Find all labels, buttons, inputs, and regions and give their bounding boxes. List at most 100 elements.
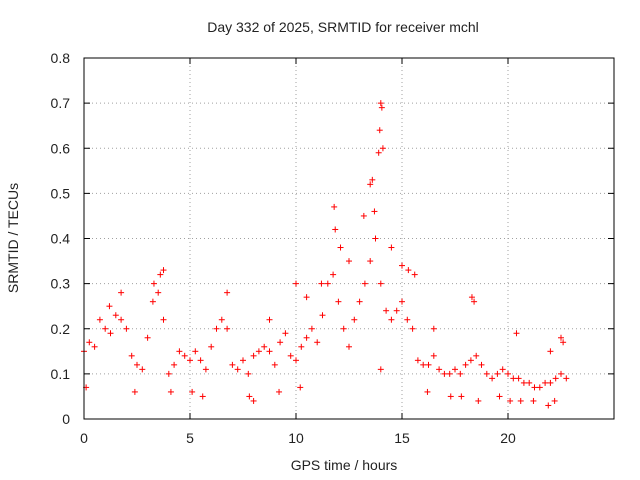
data-point <box>558 370 564 377</box>
data-point <box>181 352 188 359</box>
data-point <box>505 370 511 377</box>
data-point <box>157 271 164 278</box>
data-point <box>261 343 268 350</box>
data-point <box>240 357 246 364</box>
data-point <box>134 361 140 368</box>
data-point <box>340 325 347 332</box>
data-point <box>346 258 352 265</box>
data-point <box>551 397 558 404</box>
data-point <box>246 393 253 400</box>
data-point <box>202 366 209 373</box>
data-point <box>430 325 437 332</box>
data-point <box>245 370 252 377</box>
data-point <box>324 280 331 287</box>
data-point <box>123 325 130 332</box>
data-point <box>558 334 564 341</box>
data-point <box>107 330 114 337</box>
data-point <box>298 343 305 350</box>
data-point <box>372 235 379 242</box>
data-point <box>388 244 395 251</box>
data-point <box>224 325 231 332</box>
x-tick-labels: 0 5 10 15 20 <box>80 430 516 446</box>
data-point <box>510 375 517 382</box>
data-point <box>447 393 454 400</box>
data-point <box>266 316 273 323</box>
data-point <box>282 330 289 337</box>
data-point <box>436 366 443 373</box>
chart-title: Day 332 of 2025, SRMTID for receiver mch… <box>207 19 479 35</box>
data-point <box>378 104 385 111</box>
data-point <box>277 339 284 346</box>
data-point <box>513 330 520 337</box>
data-point <box>360 212 367 219</box>
data-point <box>155 289 162 296</box>
data-point <box>308 325 315 332</box>
data-point <box>197 357 204 364</box>
data-point <box>112 312 119 319</box>
data-point <box>361 280 368 287</box>
data-point <box>276 388 283 395</box>
data-point <box>441 370 448 377</box>
data-point <box>507 397 514 404</box>
data-point <box>457 370 464 377</box>
data-point <box>467 357 474 364</box>
data-point <box>319 312 326 319</box>
data-point <box>356 298 363 305</box>
x-tick-label: 10 <box>288 430 304 446</box>
data-point <box>318 280 325 287</box>
y-tick-label: 0.8 <box>51 50 71 66</box>
data-point <box>106 303 113 310</box>
data-point <box>297 384 304 391</box>
x-tick-label: 20 <box>500 430 516 446</box>
data-point <box>346 343 352 350</box>
data-point <box>330 271 337 278</box>
data-point <box>189 388 196 395</box>
y-tick-label: 0.2 <box>51 321 71 337</box>
data-point <box>293 357 299 364</box>
data-point <box>425 361 432 368</box>
data-point <box>399 298 405 305</box>
y-tick-label: 0.3 <box>51 276 71 292</box>
data-point <box>250 352 257 359</box>
data-point <box>255 348 262 355</box>
data-point <box>462 361 469 368</box>
data-point <box>149 298 156 305</box>
data-point <box>118 289 125 296</box>
y-tick-label: 0.4 <box>51 231 71 247</box>
y-tick-label: 0 <box>62 411 70 427</box>
data-point <box>266 348 273 355</box>
data-point <box>499 366 506 373</box>
data-point <box>473 352 480 359</box>
data-point <box>414 357 421 364</box>
data-point <box>369 176 376 183</box>
data-point <box>287 352 294 359</box>
data-point <box>86 339 93 346</box>
data-point <box>430 352 437 359</box>
data-point <box>171 361 178 368</box>
data-point <box>102 325 109 332</box>
data-point <box>404 316 411 323</box>
x-axis-label: GPS time / hours <box>291 457 398 473</box>
data-point <box>96 316 103 323</box>
data-point <box>536 384 543 391</box>
data-point <box>167 388 174 395</box>
data-point <box>483 370 490 377</box>
y-tick-label: 0.7 <box>51 95 71 111</box>
data-point <box>160 316 167 323</box>
data-point <box>526 379 533 386</box>
x-tick-label: 15 <box>394 430 410 446</box>
data-point <box>271 361 278 368</box>
data-point <box>452 366 458 373</box>
data-point <box>424 388 431 395</box>
grid <box>84 58 614 419</box>
data-point <box>377 280 384 287</box>
data-point <box>405 267 412 274</box>
y-tick-label: 0.1 <box>51 366 71 382</box>
data-point <box>563 375 570 382</box>
data-point <box>199 393 206 400</box>
data-point <box>520 379 527 386</box>
data-point <box>229 361 236 368</box>
data-point <box>91 343 98 350</box>
data-point <box>160 267 167 274</box>
